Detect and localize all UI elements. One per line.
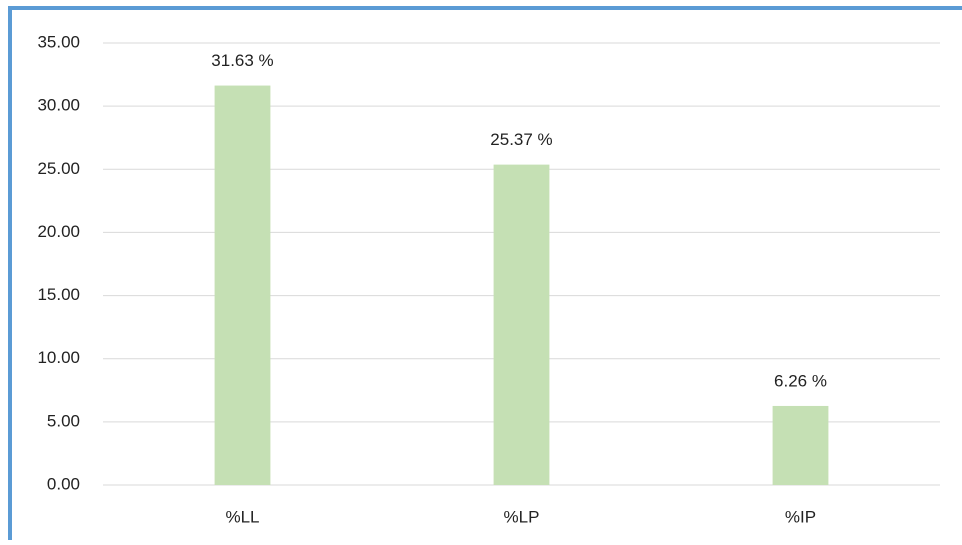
y-tick-label: 30.00 bbox=[37, 96, 80, 115]
x-tick-label: %LL bbox=[225, 507, 259, 526]
bar bbox=[493, 164, 550, 485]
frame bbox=[8, 6, 962, 540]
data-label: 25.37 % bbox=[490, 130, 552, 149]
y-tick-label: 10.00 bbox=[37, 348, 80, 367]
bar bbox=[772, 405, 829, 485]
y-tick-label: 0.00 bbox=[47, 474, 80, 493]
bar bbox=[214, 85, 271, 485]
data-label: 6.26 % bbox=[774, 371, 827, 390]
y-tick-label: 35.00 bbox=[37, 32, 80, 51]
y-tick-label: 5.00 bbox=[47, 411, 80, 430]
y-tick-label: 15.00 bbox=[37, 285, 80, 304]
x-tick-label: %LP bbox=[504, 507, 540, 526]
y-tick-label: 20.00 bbox=[37, 222, 80, 241]
y-tick-label: 25.00 bbox=[37, 159, 80, 178]
x-tick-label: %IP bbox=[785, 507, 816, 526]
data-label: 31.63 % bbox=[211, 51, 273, 70]
